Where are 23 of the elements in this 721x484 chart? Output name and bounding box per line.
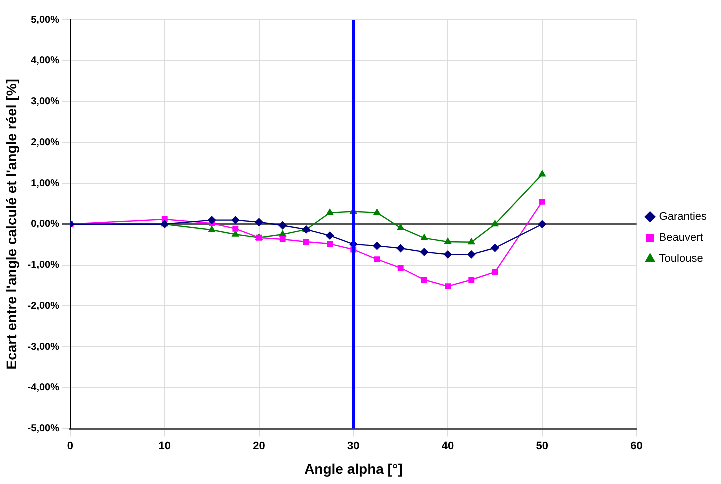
x-tick-label: 60 bbox=[630, 440, 643, 452]
y-tick-label: 5,00% bbox=[31, 14, 60, 26]
y-tick-label: -3,00% bbox=[28, 342, 60, 353]
y-tick-label: 0,00% bbox=[31, 219, 60, 230]
y-tick-label: 3,00% bbox=[31, 96, 60, 108]
x-tick-label: 0 bbox=[67, 440, 74, 452]
legend-label: Toulouse bbox=[659, 253, 704, 266]
x-tick-label: 30 bbox=[348, 440, 360, 452]
y-tick-label: 4,00% bbox=[31, 56, 60, 67]
y-tick-label: -4,00% bbox=[28, 382, 60, 394]
y-axis-title: Ecart entre l'angle calculé et l'angle réel [%] bbox=[3, 79, 20, 370]
x-tick-label: 10 bbox=[158, 440, 171, 452]
x-tick-label: 40 bbox=[442, 440, 454, 452]
x-tick-label: 50 bbox=[536, 440, 549, 452]
x-axis-title: Angle alpha [°] bbox=[304, 461, 403, 477]
legend-label: Beauvert bbox=[659, 232, 704, 244]
y-tick-label: 1,00% bbox=[31, 178, 60, 190]
y-tick-label: 2,00% bbox=[31, 137, 60, 148]
x-tick-label: 20 bbox=[253, 440, 266, 452]
legend-label: Garanties bbox=[659, 211, 708, 224]
y-tick-label: -5,00% bbox=[28, 424, 60, 435]
y-tick-label: -1,00% bbox=[28, 260, 60, 272]
y-tick-label: -2,00% bbox=[28, 300, 60, 312]
